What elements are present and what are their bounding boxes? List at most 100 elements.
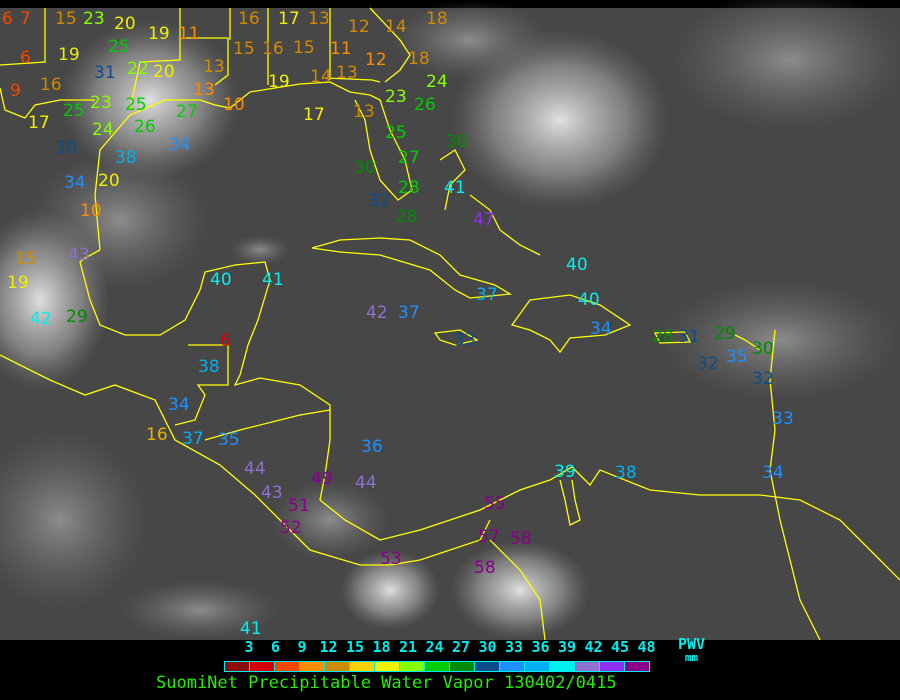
color-swatch [250,662,275,671]
station-pwv-label: 19 [7,273,29,293]
station-pwv-label: 33 [772,409,794,429]
station-pwv-label: 58 [510,529,532,549]
station-pwv-label: 19 [268,72,290,92]
legend-tick: 3 [244,638,254,656]
station-pwv-label: 37 [398,303,420,323]
legend-tick: 30 [478,638,497,656]
station-pwv-label: 28 [396,207,418,227]
station-pwv-label: 17 [28,113,50,133]
station-pwv-label: 40 [566,255,588,275]
station-pwv-label: 16 [238,9,260,29]
station-pwv-label: 16 [40,75,62,95]
color-swatch [450,662,475,671]
legend-tick: 18 [372,638,391,656]
station-pwv-label: 16 [262,39,284,59]
color-swatch [400,662,425,671]
station-pwv-label: 38 [198,357,220,377]
station-pwv-label: 6 [2,9,13,29]
station-pwv-label: 17 [303,105,325,125]
station-pwv-label: 44 [244,459,266,479]
legend-tick: 6 [270,638,281,656]
legend-tick: 9 [297,638,307,656]
station-pwv-label: 29 [66,307,88,327]
station-pwv-label: 25 [385,123,407,143]
color-swatch [500,662,525,671]
station-pwv-label: 30 [55,138,77,158]
station-pwv-label: 31 [94,63,116,83]
station-pwv-label: 24 [92,120,114,140]
color-swatch [475,662,500,671]
station-pwv-label: 47 [473,210,495,230]
station-pwv-label: 23 [90,93,112,113]
station-pwv-label: 40 [210,270,232,290]
station-pwv-label: 44 [355,473,377,493]
station-pwv-label: 15 [293,38,315,58]
station-pwv-label: 9 [10,81,21,101]
station-pwv-label: 23 [385,87,407,107]
legend-tick-labels: 3 6 9 12 15 18 21 24 27 30 33 36 39 42 45 48 [224,638,684,656]
station-pwv-label: 41 [262,270,284,290]
station-pwv-label: 15 [55,9,77,29]
map-caption: SuomiNet Precipitable Water Vapor 130402… [156,673,617,693]
station-pwv-label: 34 [762,463,784,483]
station-pwv-label: 6 [20,48,31,68]
station-pwv-label: 12 [348,17,370,37]
station-pwv-label: 28 [398,178,420,198]
legend-tick: 36 [531,638,550,656]
station-pwv-label: 19 [58,45,80,65]
station-pwv-label: 33 [454,330,476,350]
unit-sub-label: mm [684,651,699,664]
color-swatch [225,662,250,671]
coastlines [0,7,900,640]
color-swatch [600,662,625,671]
station-pwv-label: 34 [64,173,86,193]
station-pwv-label: 25 [108,37,130,57]
color-scale-bar [224,661,650,672]
color-swatch [350,662,375,671]
station-pwv-label: 22 [127,59,149,79]
station-pwv-label: 20 [114,14,136,34]
station-pwv-label: 29 [714,324,736,344]
station-pwv-label: 32 [697,354,719,374]
station-pwv-label: 13 [193,80,215,100]
color-swatch [275,662,300,671]
station-pwv-label: 40 [578,290,600,310]
station-pwv-label: 10 [223,95,245,115]
color-swatch [625,662,649,671]
station-pwv-label: 18 [408,49,430,69]
station-pwv-label: 37 [476,285,498,305]
color-swatch [550,662,575,671]
station-pwv-label: 41 [240,619,262,639]
station-pwv-label: 15 [15,249,37,269]
color-swatch [300,662,325,671]
station-pwv-label: 30 [354,158,376,178]
station-pwv-label: 26 [414,95,436,115]
station-pwv-label: 15 [233,39,255,59]
station-pwv-label: 13 [308,9,330,29]
station-pwv-label: 26 [134,117,156,137]
legend-tick: 21 [398,638,418,656]
legend-unit: PWV mm [678,637,705,665]
station-pwv-label: 18 [426,9,448,29]
station-pwv-label: 39 [554,462,576,482]
station-pwv-label: 31 [678,327,700,347]
station-pwv-label: 32 [368,191,390,211]
legend-tick: 24 [425,638,444,656]
station-pwv-label: 42 [366,303,388,323]
station-pwv-label: 53 [380,549,402,569]
station-pwv-label: 34 [590,319,612,339]
legend-tick: 12 [319,638,338,656]
station-pwv-label: 43 [68,245,90,265]
station-pwv-label: 24 [426,72,448,92]
station-pwv-label: 36 [361,437,383,457]
station-pwv-label: 11 [330,39,352,59]
station-pwv-label: 11 [178,24,200,44]
station-pwv-label: 20 [98,171,120,191]
station-pwv-label: 7 [20,9,31,29]
station-pwv-label: 55 [484,494,506,514]
station-pwv-label: 34 [169,135,191,155]
station-pwv-label: 49 [311,469,333,489]
color-swatch [425,662,450,671]
station-pwv-label: 14 [385,17,407,37]
